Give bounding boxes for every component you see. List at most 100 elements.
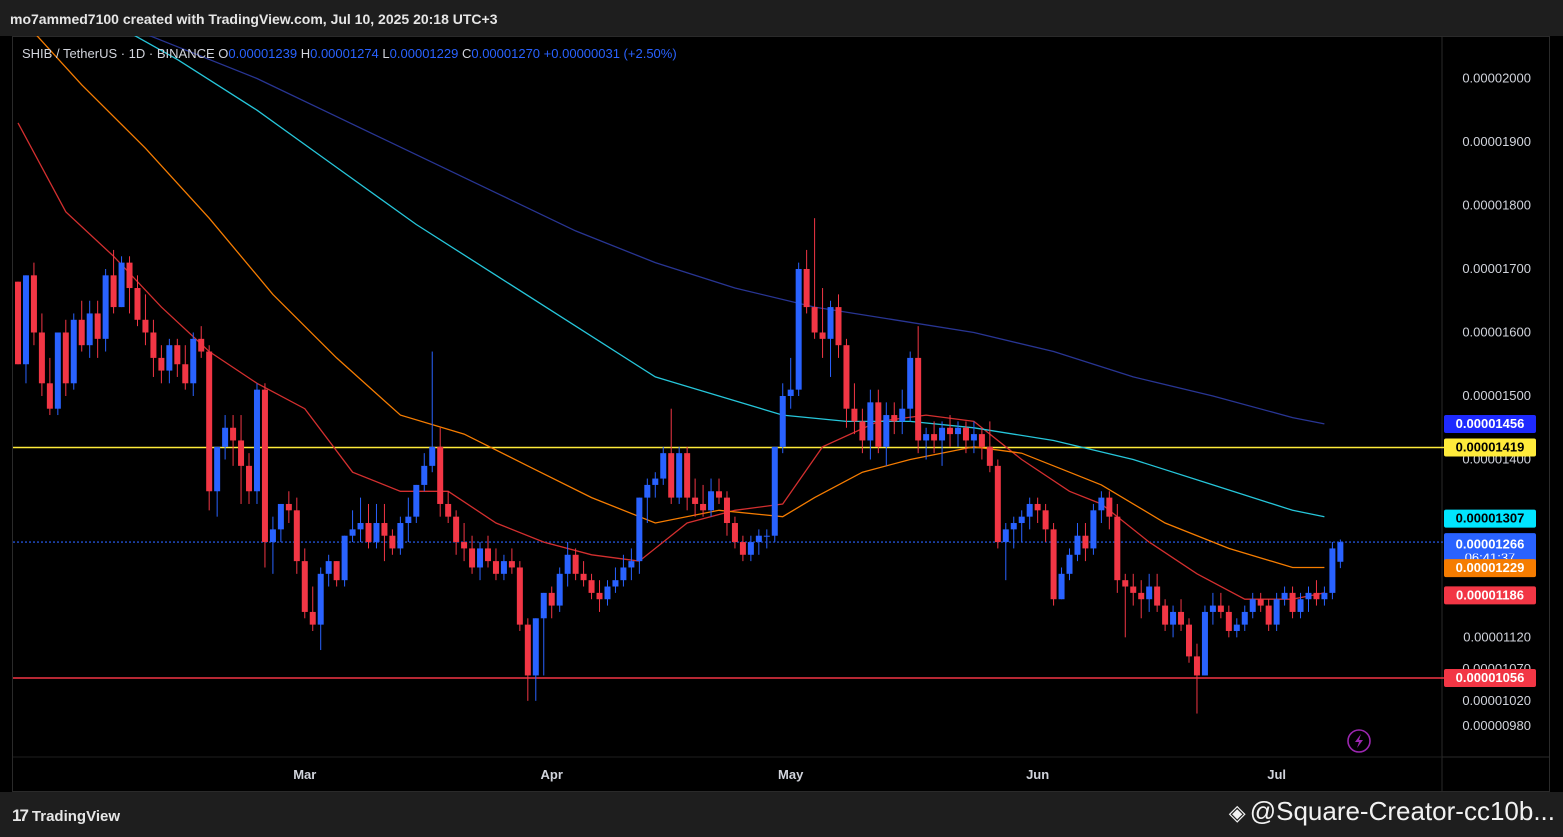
candle-body [1066,554,1073,574]
candle-body [692,497,699,504]
price-label-box [1444,668,1536,687]
candle-body [134,288,141,320]
candle-body [94,313,101,339]
candle-body [580,573,587,581]
candle-body [947,427,954,435]
x-tick-label: Jun [1026,767,1049,782]
tv-logo-icon: 17 [12,806,29,825]
candle-body [413,484,420,517]
candle-body [891,415,898,422]
candle-body [309,611,316,625]
candle-body [708,491,715,511]
x-tick-label: Apr [541,767,563,782]
price-label-text: 0.00001456 [1456,416,1525,431]
candle-body [365,523,372,543]
candle-body [1114,516,1121,581]
candle-body [317,573,324,625]
candle-body [954,427,961,435]
candle-body [803,268,810,308]
moving-average-1 [36,36,1325,569]
candle-body [253,389,260,492]
legend-text: SHIB / TetherUS · 1D · BINANCE O0.000012… [22,46,677,61]
y-tick-label: 0.00000980 [1462,718,1531,733]
price-label-text: 0.00001056 [1456,670,1525,685]
candle-body [851,408,858,422]
candle-body [389,535,396,549]
price-label-text: 0.00001419 [1456,439,1525,454]
candle-body [1233,624,1240,631]
candle-body [54,332,61,409]
y-tick-label: 0.00001120 [1463,629,1531,644]
candle-body [572,554,579,574]
price-label-box [1444,586,1536,605]
candle-body [532,618,539,676]
candle-body [206,351,213,492]
candle-body [246,465,253,492]
candle-body [867,402,874,441]
candle-body [381,523,388,536]
candle-body [731,523,738,543]
creator-watermark: ◈ @Square-Creator-cc10b... [1229,796,1555,827]
candle-body [747,542,754,555]
price-label-box [1444,438,1536,457]
x-tick-label: Jul [1267,767,1286,782]
brand-text: TradingView [31,808,121,825]
candle-body [30,275,37,333]
candle-body [1090,510,1097,549]
candle-body [445,503,452,517]
candle-body [102,275,109,339]
price-label-box [1444,559,1536,578]
candle-body [1329,548,1336,593]
price-label-text: 0.00001186 [1456,587,1524,602]
candle-body [150,332,157,358]
candle-body [811,307,818,333]
candle-body [222,427,229,447]
candle-body [453,516,460,543]
candle-body [1193,656,1200,676]
candle-body [779,396,786,447]
candle-body [333,561,340,581]
y-tick-label: 0.00001600 [1462,324,1531,339]
candle-body [660,453,667,479]
candle-body [907,357,914,409]
candle-body [1265,605,1272,625]
candle-body [771,446,778,536]
candle-body [492,561,499,574]
candle-body [1106,497,1113,517]
binance-diamond-icon: ◈ [1228,800,1246,825]
candle-body [859,421,866,441]
candle-body [1257,599,1264,606]
tradingview-logo[interactable]: 17 TradingView [12,806,120,826]
candle-body [1313,592,1320,600]
candle-body [939,427,946,441]
candle-body [405,516,412,524]
candle-body [126,262,133,289]
lightning-bolt [1355,734,1363,748]
candle-body [978,434,985,447]
candle-body [214,446,221,492]
candle-body [875,402,882,447]
candle-body [1305,592,1312,600]
candle-body [1010,523,1017,530]
candle-body [15,281,21,365]
candle-body [1050,529,1057,600]
candle-body [182,364,189,384]
candle-body [1289,592,1296,612]
y-tick-label: 0.00001500 [1462,388,1531,403]
candle-body [564,554,571,574]
candle-body [285,503,292,511]
candle-body [349,529,356,536]
price-label-box [1444,535,1536,554]
candle-body [1297,599,1304,612]
candle-body [899,408,906,422]
candle-body [827,307,834,339]
candle-body [1186,624,1193,657]
price-label-text: 0.00001229 [1456,560,1525,575]
candle-body [461,542,468,549]
ohlc-legend: SHIB / TetherUS · 1D · BINANCE O0.000012… [22,46,677,61]
candle-body [22,275,29,365]
candle-body [421,465,428,485]
candle-body [118,262,125,308]
candle-body [843,345,850,409]
